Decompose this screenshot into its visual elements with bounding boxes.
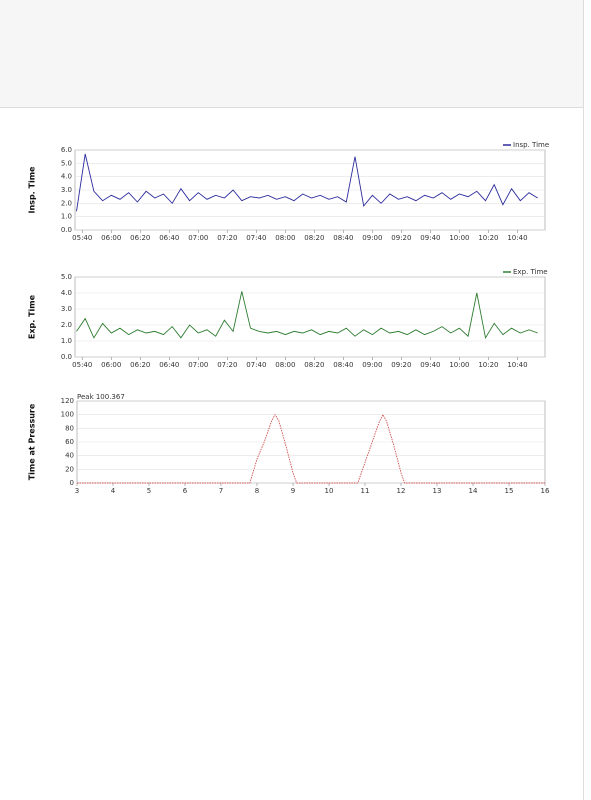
- x-tick-label: 06:00: [101, 234, 121, 242]
- legend-label: Insp. Time: [513, 141, 549, 149]
- x-tick-label: 16: [541, 487, 550, 495]
- y-tick-label: 4.0: [61, 289, 72, 297]
- x-tick-label: 07:20: [217, 361, 237, 369]
- x-tick-label: 10:40: [507, 234, 527, 242]
- x-tick-label: 14: [469, 487, 478, 495]
- y-tick-label: 0.0: [61, 353, 72, 361]
- x-tick-label: 08:00: [275, 361, 295, 369]
- x-tick-label: 09:20: [391, 361, 411, 369]
- x-tick-label: 15: [505, 487, 514, 495]
- x-tick-label: 09:20: [391, 234, 411, 242]
- x-tick-label: 12: [397, 487, 406, 495]
- x-tick-label: 08:40: [333, 361, 353, 369]
- x-tick-label: 10:00: [449, 234, 469, 242]
- x-tick-label: 08:20: [304, 361, 324, 369]
- y-axis-label: Time at Pressure: [28, 403, 37, 480]
- plot-area: [74, 276, 546, 358]
- y-tick-label: 3.0: [61, 305, 72, 313]
- y-tick-label: 5.0: [61, 273, 72, 281]
- x-tick-label: 05:40: [72, 361, 92, 369]
- x-tick-label: 10:20: [478, 234, 498, 242]
- x-tick-label: 10:20: [478, 361, 498, 369]
- x-tick-label: 9: [291, 487, 295, 495]
- y-tick-label: 6.0: [61, 146, 72, 154]
- y-tick-label: 60: [65, 438, 74, 446]
- y-tick-label: 5.0: [61, 159, 72, 167]
- x-tick-label: 10:40: [507, 361, 527, 369]
- x-tick-label: 08:20: [304, 234, 324, 242]
- x-tick-label: 8: [255, 487, 259, 495]
- x-tick-label: 09:40: [420, 234, 440, 242]
- annotation: Peak 100.367: [77, 393, 125, 401]
- y-tick-label: 80: [65, 424, 74, 432]
- x-tick-label: 05:40: [72, 234, 92, 242]
- x-tick-label: 5: [147, 487, 151, 495]
- x-tick-label: 06:20: [130, 234, 150, 242]
- x-tick-label: 09:00: [362, 234, 382, 242]
- x-tick-label: 08:40: [333, 234, 353, 242]
- x-tick-label: 11: [361, 487, 370, 495]
- x-tick-label: 06:40: [159, 361, 179, 369]
- x-tick-label: 09:00: [362, 361, 382, 369]
- x-tick-label: 07:00: [188, 234, 208, 242]
- x-tick-label: 13: [433, 487, 442, 495]
- x-tick-label: 10: [325, 487, 334, 495]
- y-tick-label: 2.0: [61, 321, 72, 329]
- y-tick-label: 0: [70, 479, 74, 487]
- x-tick-label: 08:00: [275, 234, 295, 242]
- y-tick-label: 2.0: [61, 199, 72, 207]
- y-tick-label: 20: [65, 465, 74, 473]
- x-tick-label: 4: [111, 487, 116, 495]
- x-tick-label: 06:20: [130, 361, 150, 369]
- x-tick-label: 7: [219, 487, 223, 495]
- y-tick-label: 1.0: [61, 213, 72, 221]
- y-tick-label: 100: [61, 411, 74, 419]
- x-tick-label: 06:00: [101, 361, 121, 369]
- x-tick-label: 6: [183, 487, 188, 495]
- y-tick-label: 0.0: [61, 226, 72, 234]
- y-tick-label: 40: [65, 452, 74, 460]
- y-tick-label: 4.0: [61, 173, 72, 181]
- x-tick-label: 3: [75, 487, 79, 495]
- y-tick-label: 120: [61, 397, 74, 405]
- x-tick-label: 07:40: [246, 361, 266, 369]
- x-tick-label: 10:00: [449, 361, 469, 369]
- x-tick-label: 07:00: [188, 361, 208, 369]
- x-tick-label: 07:20: [217, 234, 237, 242]
- x-tick-label: 07:40: [246, 234, 266, 242]
- header-band: [0, 0, 583, 107]
- y-axis-label: Exp. Time: [28, 294, 37, 339]
- y-axis-label: Insp. Time: [28, 166, 37, 214]
- series-line: [76, 291, 538, 340]
- y-tick-label: 3.0: [61, 186, 72, 194]
- legend-label: Exp. Time: [513, 268, 548, 276]
- x-tick-label: 06:40: [159, 234, 179, 242]
- y-tick-label: 1.0: [61, 337, 72, 345]
- series-line: [76, 153, 538, 212]
- x-tick-label: 09:40: [420, 361, 440, 369]
- series-line: [77, 413, 545, 484]
